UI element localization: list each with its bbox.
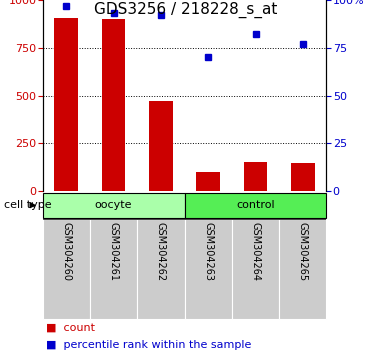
- Text: GSM304264: GSM304264: [250, 222, 260, 281]
- Bar: [43, 219, 90, 319]
- Text: GDS3256 / 218228_s_at: GDS3256 / 218228_s_at: [94, 2, 277, 18]
- Text: ■  count: ■ count: [46, 322, 95, 332]
- Text: oocyte: oocyte: [95, 200, 132, 210]
- Text: GSM304262: GSM304262: [156, 222, 166, 281]
- Bar: [279, 219, 326, 319]
- Text: control: control: [236, 200, 275, 210]
- Bar: [55, 18, 78, 191]
- Bar: [90, 219, 137, 319]
- Bar: [185, 193, 326, 218]
- Text: cell type: cell type: [4, 200, 51, 210]
- Bar: [43, 193, 184, 218]
- Bar: [244, 161, 267, 191]
- Bar: [185, 219, 232, 319]
- Text: GSM304260: GSM304260: [61, 222, 71, 281]
- Bar: [291, 164, 315, 191]
- Bar: [196, 172, 220, 191]
- Bar: [149, 101, 173, 191]
- Bar: [102, 19, 125, 191]
- Text: GSM304263: GSM304263: [203, 222, 213, 281]
- Text: GSM304261: GSM304261: [109, 222, 119, 281]
- Bar: [137, 219, 185, 319]
- Bar: [232, 219, 279, 319]
- Text: GSM304265: GSM304265: [298, 222, 308, 281]
- Text: ■  percentile rank within the sample: ■ percentile rank within the sample: [46, 340, 252, 350]
